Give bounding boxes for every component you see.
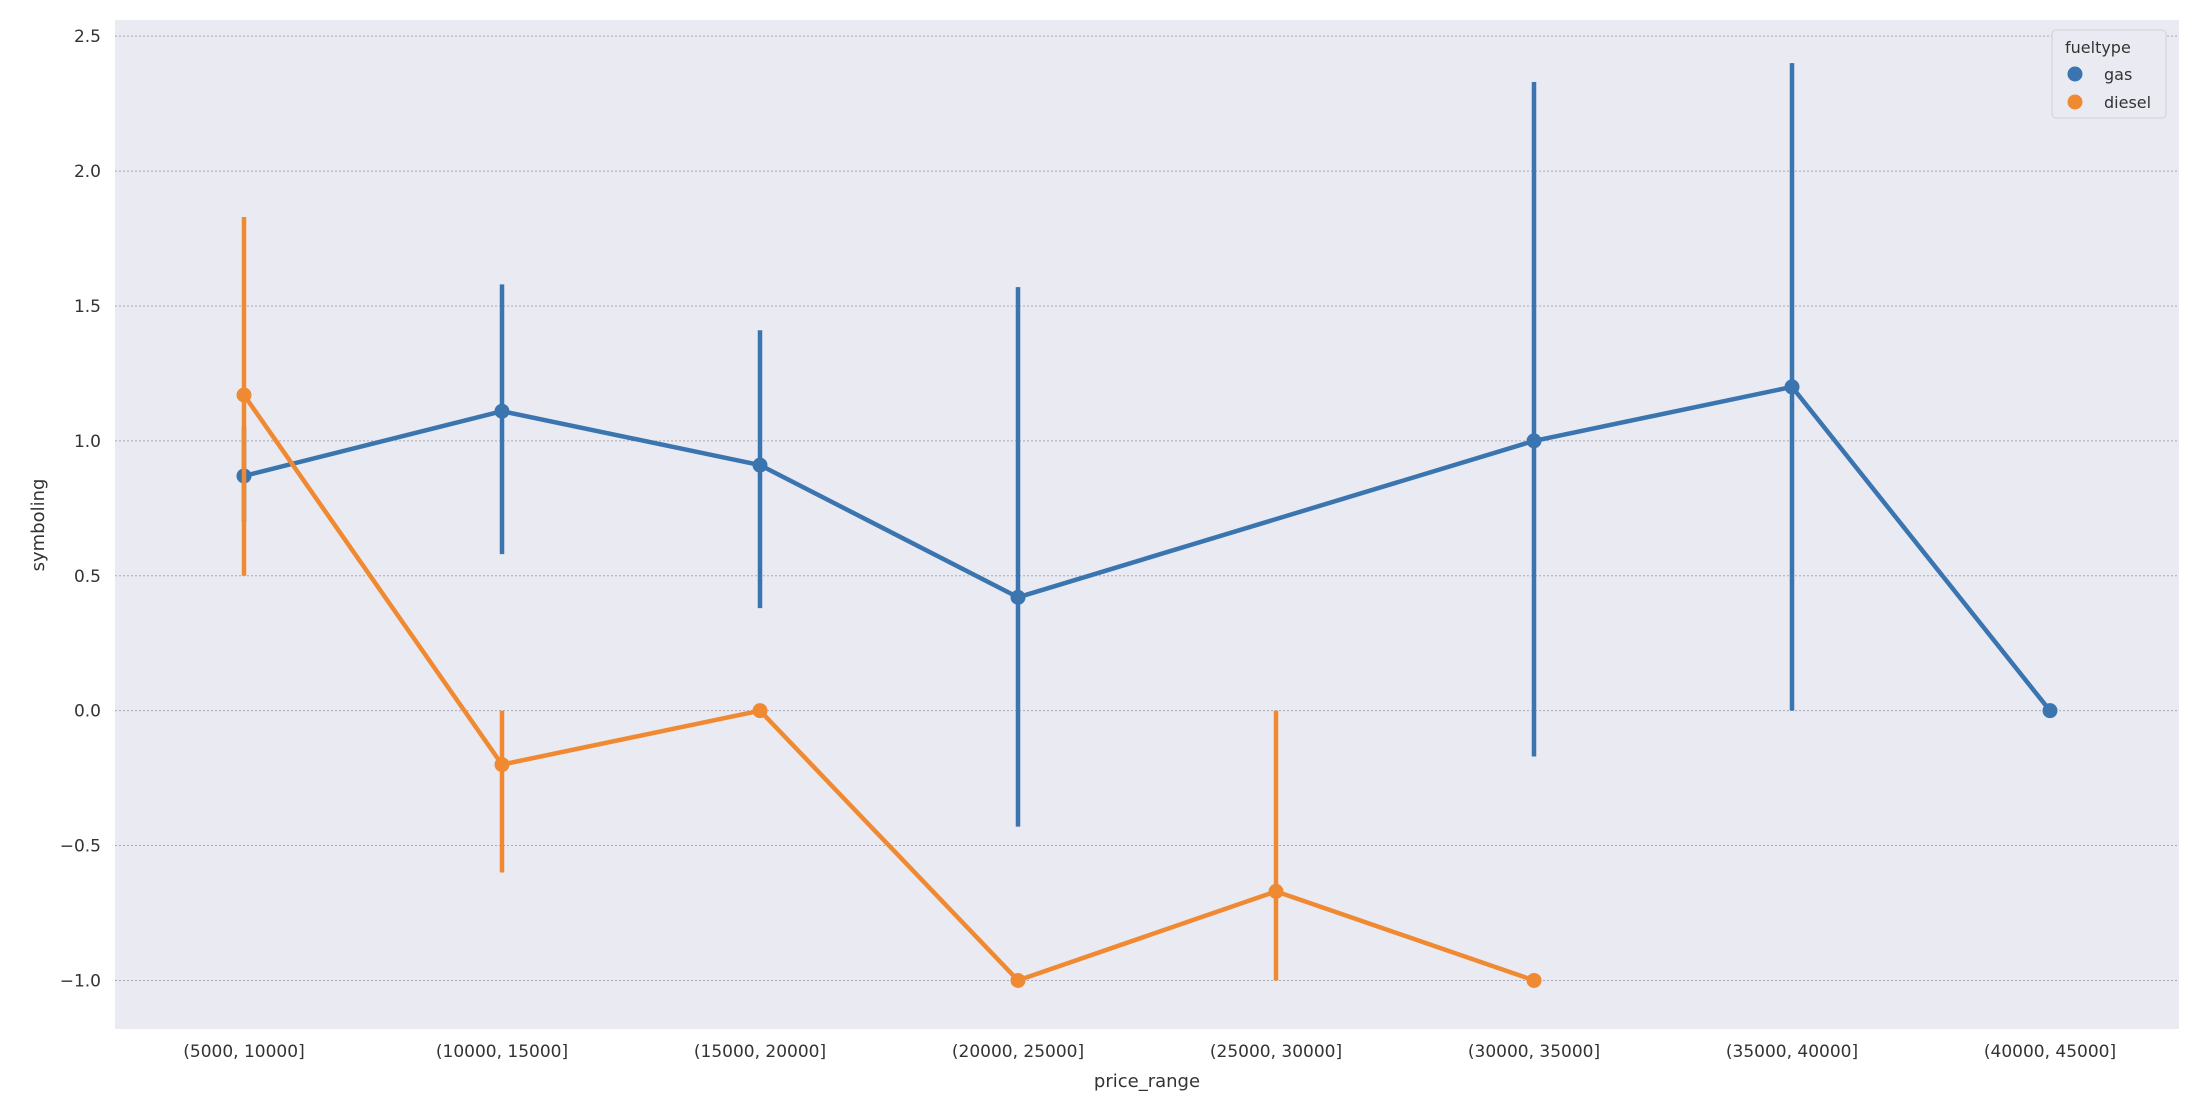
data-point-diesel — [1268, 883, 1284, 899]
data-point-gas — [494, 403, 510, 419]
y-tick-label: 0.5 — [74, 567, 101, 587]
y-tick-label: −0.5 — [60, 837, 101, 857]
legend-label-gas: gas — [2104, 65, 2132, 84]
data-point-diesel — [752, 703, 768, 719]
x-tick-label: (30000, 35000] — [1468, 1042, 1600, 1062]
x-axis-label: price_range — [1094, 1071, 1200, 1092]
legend: fueltype gas diesel — [2051, 29, 2167, 119]
data-point-diesel — [1010, 972, 1026, 988]
x-tick-label: (15000, 20000] — [694, 1042, 826, 1062]
data-point-gas — [1010, 589, 1026, 605]
x-tick-label: (40000, 45000] — [1984, 1042, 2116, 1062]
legend-label-diesel: diesel — [2104, 93, 2151, 112]
data-point-diesel — [494, 757, 510, 773]
data-point-gas — [752, 457, 768, 473]
x-tick-label: (5000, 10000] — [183, 1042, 304, 1062]
x-tick-label: (35000, 40000] — [1726, 1042, 1858, 1062]
series-diesel — [236, 216, 1542, 988]
y-tick-labels: 2.5 2.0 1.5 1.0 0.5 0.0 −0.5 −1.0 — [60, 27, 101, 991]
x-tick-label: (25000, 30000] — [1210, 1042, 1342, 1062]
legend-marker-diesel — [2067, 94, 2083, 110]
y-tick-label: 2.5 — [74, 27, 101, 47]
data-point-diesel — [236, 387, 252, 403]
x-tick-label: (10000, 15000] — [436, 1042, 568, 1062]
y-tick-label: 1.0 — [74, 432, 101, 452]
x-tick-label: (20000, 25000] — [952, 1042, 1084, 1062]
y-tick-label: 0.0 — [74, 702, 101, 722]
y-tick-label: 1.5 — [74, 297, 101, 317]
y-tick-label: −1.0 — [60, 971, 101, 991]
gridlines — [115, 35, 2179, 981]
series-layer — [236, 63, 2058, 988]
y-tick-label: 2.0 — [74, 162, 101, 182]
x-tick-labels: (5000, 10000] (10000, 15000] (15000, 20000… — [183, 1042, 2116, 1062]
data-point-gas — [1784, 379, 1800, 395]
legend-marker-gas — [2067, 66, 2083, 82]
data-point-gas — [2042, 703, 2058, 719]
y-axis-label: symboling — [28, 479, 49, 572]
plot-area — [115, 20, 2179, 1029]
legend-box — [2051, 29, 2167, 119]
data-point-diesel — [1526, 972, 1542, 988]
legend-title: fueltype — [2065, 38, 2131, 57]
series-line-diesel — [241, 392, 1537, 983]
data-point-gas — [1526, 433, 1542, 449]
